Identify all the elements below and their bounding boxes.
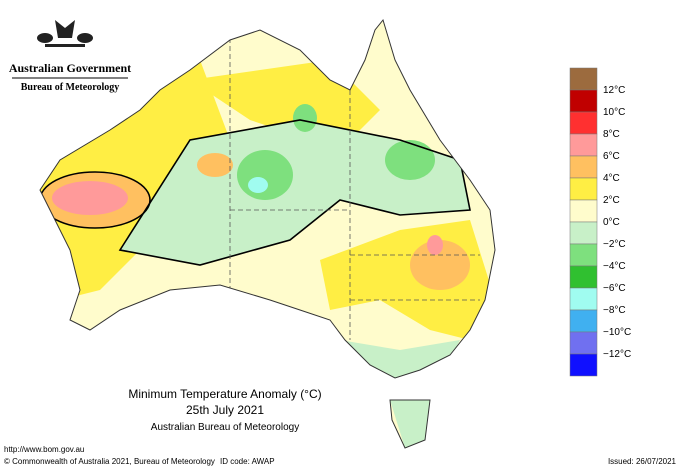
legend-swatch bbox=[569, 309, 598, 333]
legend-swatch bbox=[569, 287, 598, 311]
legend-label: 10°C bbox=[603, 107, 625, 118]
footer-id: ID code: AWAP bbox=[220, 457, 275, 466]
legend: 12°C 10°C 8°C 6°C 4°C 2°C 0°C −2°C −4°C −6°C −8°C −… bbox=[569, 67, 631, 377]
legend-label: −2°C bbox=[603, 239, 626, 250]
map-date: 25th July 2021 bbox=[186, 403, 264, 417]
legend-swatch bbox=[569, 353, 598, 377]
map-title: Minimum Temperature Anomaly (°C) bbox=[128, 387, 321, 401]
legend-label: 6°C bbox=[603, 151, 620, 162]
legend-swatch bbox=[569, 331, 598, 355]
legend-label: 2°C bbox=[603, 195, 620, 206]
footer-copyright: © Commonwealth of Australia 2021, Bureau… bbox=[4, 457, 215, 466]
legend-swatch bbox=[569, 155, 598, 179]
coastline bbox=[39, 18, 496, 449]
legend-swatch bbox=[569, 111, 598, 135]
legend-label: 12°C bbox=[603, 85, 625, 96]
legend-label: −6°C bbox=[603, 283, 626, 294]
legend-label: −12°C bbox=[603, 349, 631, 360]
legend-swatch bbox=[569, 265, 598, 289]
legend-label: 4°C bbox=[603, 173, 620, 184]
legend-label: −8°C bbox=[603, 305, 626, 316]
legend-swatch bbox=[569, 67, 598, 91]
legend-label: 8°C bbox=[603, 129, 620, 140]
legend-swatch bbox=[569, 199, 598, 223]
legend-label: −10°C bbox=[603, 327, 631, 338]
legend-swatch bbox=[569, 221, 598, 245]
government-name: Australian Government bbox=[9, 61, 131, 75]
emblem bbox=[37, 20, 93, 47]
legend-label: 0°C bbox=[603, 217, 620, 228]
legend-swatch bbox=[569, 177, 598, 201]
footer-url: http://www.bom.gov.au bbox=[4, 445, 84, 454]
legend-swatch bbox=[569, 243, 598, 267]
legend-swatch bbox=[569, 89, 598, 113]
footer-issued: Issued: 26/07/2021 bbox=[608, 457, 677, 466]
legend-label: −4°C bbox=[603, 261, 626, 272]
legend-swatch bbox=[569, 133, 598, 157]
map-source: Australian Bureau of Meteorology bbox=[151, 422, 299, 433]
agency-name: Bureau of Meteorology bbox=[21, 82, 120, 93]
